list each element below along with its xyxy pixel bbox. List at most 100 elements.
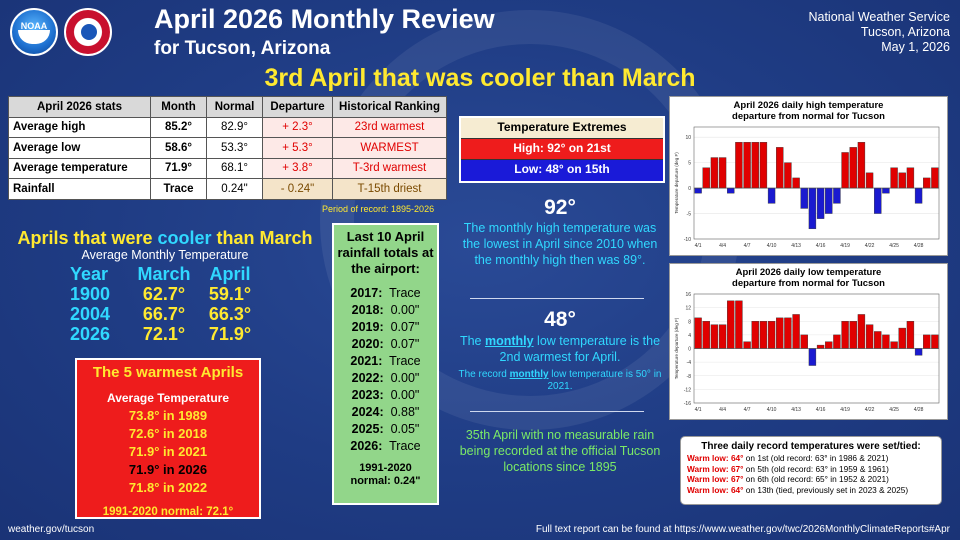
list-item: 73.8° in 1989 bbox=[128, 408, 208, 423]
cooler-year: 2004 bbox=[70, 304, 111, 324]
list-item: 2025: 0.05" bbox=[334, 421, 437, 438]
bar-day-24 bbox=[882, 334, 890, 349]
bar-day-2 bbox=[702, 167, 710, 189]
x-tick-label: 4/25 bbox=[889, 407, 899, 413]
bar-day-10 bbox=[767, 187, 776, 204]
bar-day-27 bbox=[906, 167, 915, 189]
fact-low-record: The record monthly low temperature is 50… bbox=[456, 369, 664, 393]
list-item: 71.9° in 2026 bbox=[128, 462, 208, 477]
stats-col-header: Historical Ranking bbox=[332, 96, 447, 118]
stats-col-header: Normal bbox=[206, 96, 263, 118]
headline: 3rd April that was cooler than March bbox=[264, 64, 696, 92]
footer-report-link[interactable]: Full text report can be found at https:/… bbox=[535, 524, 950, 535]
list-item: Warm low: 67° on 5th (old record: 63° in… bbox=[687, 464, 935, 475]
rain-year: 2018: bbox=[351, 303, 384, 317]
stat-label: Average high bbox=[8, 116, 151, 138]
record-text: on 5th (old record: 63° in 1959 & 1961) bbox=[743, 463, 889, 474]
rain-year: 2025: bbox=[351, 422, 384, 436]
bar-day-5 bbox=[727, 187, 735, 194]
divider bbox=[470, 411, 644, 412]
bar-day-9 bbox=[759, 321, 768, 349]
y-tick-label: -4 bbox=[687, 360, 692, 366]
bar-day-10 bbox=[767, 321, 776, 349]
rain-value: 0.00" bbox=[390, 371, 420, 385]
record-label: Warm low: 67° bbox=[687, 463, 744, 474]
bar-day-30 bbox=[931, 334, 939, 349]
x-tick-label: 4/19 bbox=[840, 243, 850, 249]
x-tick-label: 4/22 bbox=[865, 407, 875, 413]
bar-day-24 bbox=[882, 187, 890, 194]
record-text: on 6th (old record: 65° in 1952 & 2021) bbox=[743, 474, 889, 485]
record-text: on 13th (tied, previously set in 2023 & … bbox=[743, 484, 909, 495]
rain-year: 2024: bbox=[351, 405, 384, 419]
record-label: Warm low: 64° bbox=[687, 484, 744, 495]
high-temp-departure-chart: April 2026 daily high temperature departu… bbox=[669, 96, 948, 256]
bar-day-23 bbox=[874, 331, 882, 349]
rain-value: Trace bbox=[389, 286, 421, 300]
high-temp-chart-svg: April 2026 daily high temperaturedepartu… bbox=[674, 100, 940, 249]
list-item: Warm low: 64° on 1st (old record: 63° in… bbox=[687, 453, 935, 464]
plot-frame bbox=[693, 126, 940, 240]
bar-day-26 bbox=[898, 327, 906, 349]
cooler-march: 62.7° bbox=[142, 284, 186, 304]
rain-value: 0.05" bbox=[390, 422, 420, 436]
rainfall-normal-value: normal: 0.24" bbox=[350, 475, 421, 487]
x-tick-label: 4/28 bbox=[914, 243, 924, 249]
bar-day-6 bbox=[735, 300, 743, 349]
bar-day-17 bbox=[825, 341, 833, 349]
x-tick-label: 4/4 bbox=[719, 407, 726, 413]
x-tick-label: 4/1 bbox=[695, 243, 702, 249]
daily-records-box: Three daily record temperatures were set… bbox=[680, 436, 942, 505]
bar-day-8 bbox=[751, 142, 759, 189]
rain-year: 2020: bbox=[351, 337, 384, 351]
bar-day-22 bbox=[865, 324, 874, 349]
y-tick-label: -8 bbox=[687, 374, 692, 380]
stats-table: April 2026 stats Month Normal Departure … bbox=[8, 96, 447, 200]
office-info: National Weather Service Tucson, Arizona… bbox=[808, 10, 950, 55]
footer-website-link[interactable]: weather.gov/tucson bbox=[8, 524, 95, 535]
bar-day-1 bbox=[694, 317, 702, 349]
y-tick-label: -10 bbox=[684, 237, 691, 243]
stats-col-header: Departure bbox=[262, 96, 333, 118]
y-axis-label: Temperature departure (deg F) bbox=[674, 152, 679, 214]
rain-value: 0.07" bbox=[390, 337, 420, 351]
rain-value: 0.00" bbox=[390, 388, 420, 402]
low-temp-departure-chart: April 2026 daily low temperature departur… bbox=[669, 263, 948, 420]
y-tick-label: -5 bbox=[687, 212, 692, 218]
cooler-aprils-title: Aprils that were cooler than March bbox=[8, 228, 322, 249]
cooler-march: 72.1° bbox=[142, 324, 186, 344]
bar-day-26 bbox=[898, 172, 906, 189]
stat-ranking: WARMEST bbox=[332, 137, 447, 159]
rain-value: Trace bbox=[389, 354, 421, 368]
period-of-record-note: Period of record: 1895-2026 bbox=[322, 204, 435, 214]
stat-month: 58.6° bbox=[150, 137, 207, 159]
rain-year: 2023: bbox=[351, 388, 384, 402]
cooler-march: 66.7° bbox=[142, 304, 186, 324]
x-tick-label: 4/22 bbox=[865, 243, 875, 249]
bar-day-21 bbox=[857, 314, 866, 349]
chart-title: April 2026 daily low temperature bbox=[736, 267, 882, 278]
chart-title: April 2026 daily high temperature bbox=[734, 100, 884, 111]
cooler-year: 1900 bbox=[70, 284, 111, 304]
y-tick-label: 0 bbox=[688, 347, 691, 353]
plot-frame bbox=[693, 293, 940, 404]
stat-normal: 82.9° bbox=[206, 116, 263, 138]
office-name: National Weather Service bbox=[808, 10, 950, 24]
low-temp-chart-svg: April 2026 daily low temperaturedepartur… bbox=[674, 267, 940, 413]
report-date: May 1, 2026 bbox=[881, 40, 950, 54]
list-item: 2004 66.7° 66.3° bbox=[70, 304, 260, 324]
bar-day-16 bbox=[816, 187, 825, 219]
rainfall-normal-label: 1991-2020 bbox=[359, 462, 412, 474]
rain-year: 2017: bbox=[350, 286, 383, 300]
bar-day-29 bbox=[923, 334, 931, 349]
y-tick-label: 8 bbox=[688, 319, 691, 325]
stat-departure: + 2.3° bbox=[262, 116, 333, 138]
rainfall-box: Last 10 April rainfall totals at the air… bbox=[332, 223, 439, 505]
y-tick-label: 0 bbox=[688, 186, 691, 192]
bar-day-29 bbox=[923, 177, 931, 189]
noaa-logo-text: NOAA bbox=[20, 21, 48, 31]
stat-month: 85.2° bbox=[150, 116, 207, 138]
list-item: 2023: 0.00" bbox=[334, 387, 437, 404]
stat-ranking: T-15th driest bbox=[332, 178, 447, 200]
y-tick-label: 12 bbox=[685, 306, 691, 312]
